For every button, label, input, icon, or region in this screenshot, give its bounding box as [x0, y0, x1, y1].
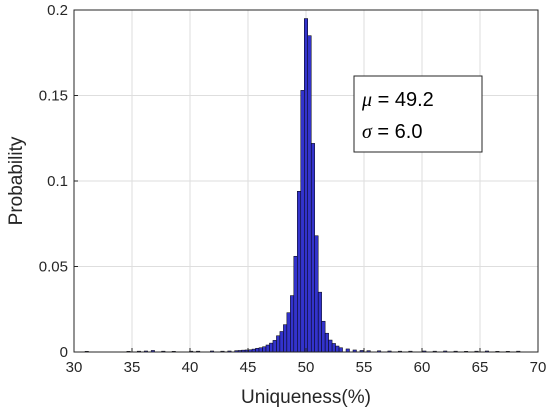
histogram-bar [331, 343, 336, 353]
histogram-bar [283, 324, 288, 353]
x-tick-label: 40 [182, 359, 199, 376]
histogram-bar [297, 191, 302, 353]
histogram-bar [272, 340, 277, 353]
x-tick-label: 45 [240, 359, 257, 376]
y-tick-label: 0.2 [47, 2, 68, 19]
stats-box-frame [353, 75, 483, 153]
histogram-bar [321, 320, 326, 353]
sigma-symbol: σ [362, 121, 373, 143]
histogram-bar [307, 35, 312, 353]
histogram-bar [293, 255, 298, 353]
x-tick-label: 30 [66, 359, 83, 376]
histogram-bar [338, 347, 343, 353]
x-tick-label: 35 [124, 359, 141, 376]
histogram-bar [279, 331, 284, 353]
y-tick-label: 0.05 [39, 259, 68, 276]
stats-sigma: σ = 6.0 [362, 121, 422, 143]
stats-mu: μ = 49.2 [361, 89, 434, 111]
axis-ticks [73, 9, 539, 353]
histogram-bar [258, 347, 263, 353]
x-tick-label: 65 [472, 359, 489, 376]
histogram-bar [328, 339, 333, 353]
histogram-bar [265, 344, 270, 353]
histogram-bar [286, 312, 291, 353]
y-axis-label: Probability [6, 136, 27, 225]
histogram-bar [269, 342, 274, 353]
histogram-bar [314, 235, 319, 353]
x-tick-label: 60 [414, 359, 431, 376]
histogram-bar [310, 143, 315, 353]
mu-value: = 49.2 [372, 89, 434, 111]
histogram-bar [324, 332, 329, 353]
x-tick-labels: 30 35 40 45 50 55 60 65 70 [66, 359, 547, 376]
histogram-bar [276, 335, 281, 353]
stats-box: μ = 49.2 σ = 6.0 [353, 75, 483, 153]
histogram-bar [255, 347, 260, 353]
histogram-bars [84, 18, 521, 353]
x-axis-label: Uniqueness(%) [241, 387, 371, 408]
histogram-bar [304, 18, 308, 353]
sigma-value: = 6.0 [372, 121, 423, 143]
mu-symbol: μ [361, 89, 372, 111]
y-tick-label: 0 [60, 344, 68, 361]
x-tick-label: 70 [530, 359, 547, 376]
x-tick-label: 55 [356, 359, 373, 376]
y-tick-labels: 0 0.05 0.1 0.15 0.2 [39, 2, 68, 361]
histogram-bar [290, 295, 295, 353]
histogram-bar [262, 346, 267, 353]
y-tick-label: 0.1 [47, 173, 68, 190]
histogram-bar [300, 90, 305, 353]
histogram-bar [317, 291, 322, 353]
x-tick-label: 50 [298, 359, 315, 376]
histogram-bar [335, 345, 340, 353]
y-tick-label: 0.15 [39, 88, 68, 105]
